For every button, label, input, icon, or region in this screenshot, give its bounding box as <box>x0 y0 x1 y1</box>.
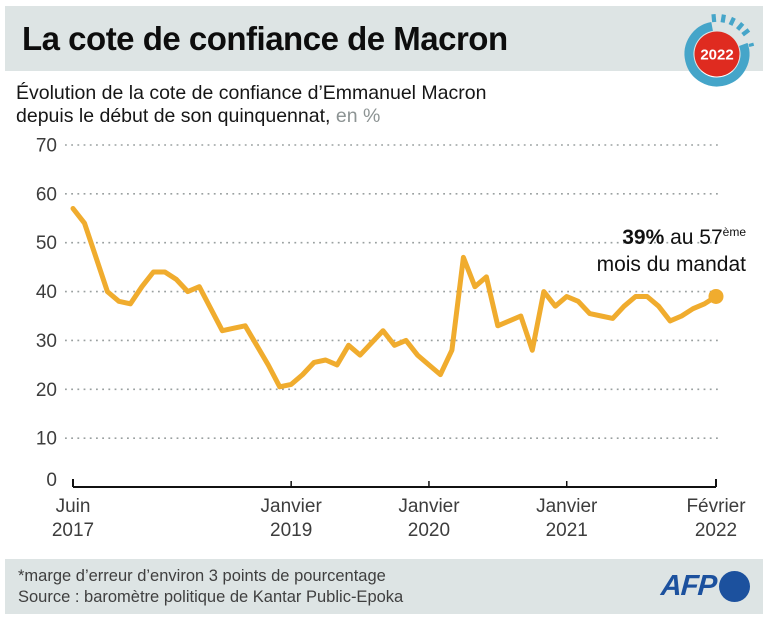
x-tick-label-2019-0: Janvier <box>261 496 323 517</box>
end-value-annotation: 39% au 57ème mois du mandat <box>597 219 746 278</box>
y-tick-label-70: 70 <box>36 136 57 157</box>
x-tick-label-2019-1: 2019 <box>270 520 312 541</box>
y-tick-label-40: 40 <box>36 282 57 303</box>
footer-band: *marge d’erreur d’environ 3 points de po… <box>5 559 763 614</box>
source-note: Source : baromètre politique de Kantar P… <box>18 588 404 606</box>
x-tick-label-2021-1: 2021 <box>546 520 588 541</box>
afp-logo-circle-icon <box>719 571 750 602</box>
x-tick-label-2020-1: 2020 <box>408 520 450 541</box>
x-tick-label-2017-1: 2017 <box>52 520 94 541</box>
header-band: La cote de confiance de Macron <box>5 6 763 71</box>
afp-logo: AFP <box>659 570 750 603</box>
x-tick-label-2022-0: Février <box>686 496 746 517</box>
x-tick-label-2021-0: Janvier <box>536 496 598 517</box>
unit-label: en % <box>330 105 381 127</box>
y-tick-label-10: 10 <box>36 429 57 450</box>
annotation-line1: 39% au 57ème <box>622 225 746 249</box>
x-tick-label-2022-1: 2022 <box>695 520 737 541</box>
x-tick-label-2017-0: Juin <box>56 496 91 517</box>
y-tick-label-50: 50 <box>36 233 57 254</box>
y-tick-label-0: 0 <box>46 470 57 491</box>
subtitle-line1: Évolution de la cote de confiance d’Emma… <box>16 82 487 104</box>
afp-logo-text: AFP <box>659 570 718 602</box>
y-tick-label-20: 20 <box>36 380 57 401</box>
annotation-line2: mois du mandat <box>596 253 746 276</box>
y-tick-label-60: 60 <box>36 184 57 205</box>
footer-notes: *marge d’erreur d’environ 3 points de po… <box>18 566 403 608</box>
y-tick-label-30: 30 <box>36 331 57 352</box>
chart-subtitle: Évolution de la cote de confiance d’Emma… <box>16 82 486 128</box>
end-point-marker <box>708 288 724 304</box>
badge-year-label: 2022 <box>700 47 733 64</box>
year-2022-badge-icon: 2022 <box>684 14 755 87</box>
margin-of-error-note: *marge d’erreur d’environ 3 points de po… <box>18 567 386 585</box>
subtitle-line2: depuis le début de son quinquennat, en % <box>16 105 381 127</box>
confidence-line <box>70 206 719 390</box>
x-tick-label-2020-0: Janvier <box>398 496 460 517</box>
page-title: La cote de confiance de Macron <box>22 19 508 57</box>
